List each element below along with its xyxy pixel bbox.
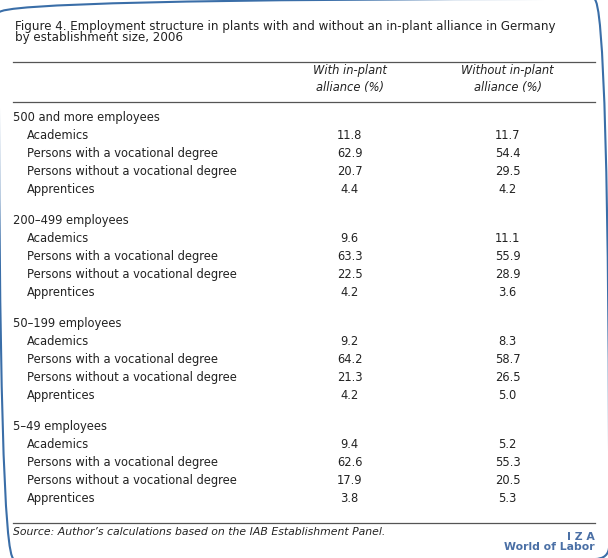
Text: 26.5: 26.5 — [495, 371, 520, 384]
Text: 9.2: 9.2 — [340, 335, 359, 348]
Text: Persons with a vocational degree: Persons with a vocational degree — [27, 456, 218, 469]
Text: With in-plant
alliance (%): With in-plant alliance (%) — [313, 64, 387, 94]
Text: Academics: Academics — [27, 129, 89, 142]
Text: Apprentices: Apprentices — [27, 492, 95, 505]
Text: 62.6: 62.6 — [337, 456, 362, 469]
Text: I Z A: I Z A — [567, 532, 595, 542]
Text: 20.7: 20.7 — [337, 165, 362, 178]
Text: 63.3: 63.3 — [337, 250, 362, 263]
Text: 22.5: 22.5 — [337, 268, 362, 281]
Text: 5–49 employees: 5–49 employees — [13, 420, 108, 432]
Text: 58.7: 58.7 — [495, 353, 520, 366]
Text: 20.5: 20.5 — [495, 474, 520, 487]
Text: 4.2: 4.2 — [340, 389, 359, 402]
Text: Academics: Academics — [27, 438, 89, 451]
Text: Apprentices: Apprentices — [27, 286, 95, 299]
Text: 11.8: 11.8 — [337, 129, 362, 142]
Text: 4.2: 4.2 — [340, 286, 359, 299]
Text: World of Labor: World of Labor — [504, 542, 595, 552]
Text: 62.9: 62.9 — [337, 147, 362, 160]
Text: 64.2: 64.2 — [337, 353, 362, 366]
Text: Apprentices: Apprentices — [27, 184, 95, 196]
Text: Source: Author’s calculations based on the IAB Establishment Panel.: Source: Author’s calculations based on t… — [13, 527, 385, 537]
Text: 11.1: 11.1 — [495, 232, 520, 245]
Text: Persons without a vocational degree: Persons without a vocational degree — [27, 371, 237, 384]
Text: Persons without a vocational degree: Persons without a vocational degree — [27, 474, 237, 487]
Text: Without in-plant
alliance (%): Without in-plant alliance (%) — [461, 64, 554, 94]
Text: 3.6: 3.6 — [499, 286, 517, 299]
Text: 8.3: 8.3 — [499, 335, 517, 348]
Text: by establishment size, 2006: by establishment size, 2006 — [15, 31, 183, 44]
Text: Persons with a vocational degree: Persons with a vocational degree — [27, 250, 218, 263]
Text: Persons with a vocational degree: Persons with a vocational degree — [27, 353, 218, 366]
Text: 11.7: 11.7 — [495, 129, 520, 142]
Text: 55.9: 55.9 — [495, 250, 520, 263]
Text: Persons without a vocational degree: Persons without a vocational degree — [27, 165, 237, 178]
Text: 55.3: 55.3 — [495, 456, 520, 469]
Text: 9.6: 9.6 — [340, 232, 359, 245]
Text: 5.2: 5.2 — [499, 438, 517, 451]
Text: Apprentices: Apprentices — [27, 389, 95, 402]
Text: 3.8: 3.8 — [340, 492, 359, 505]
Text: Figure 4. Employment structure in plants with and without an in-plant alliance i: Figure 4. Employment structure in plants… — [15, 20, 556, 32]
Text: 5.3: 5.3 — [499, 492, 517, 505]
Text: Academics: Academics — [27, 232, 89, 245]
Text: 21.3: 21.3 — [337, 371, 362, 384]
Text: Academics: Academics — [27, 335, 89, 348]
Text: 29.5: 29.5 — [495, 165, 520, 178]
Text: Persons without a vocational degree: Persons without a vocational degree — [27, 268, 237, 281]
Text: Persons with a vocational degree: Persons with a vocational degree — [27, 147, 218, 160]
Text: 50–199 employees: 50–199 employees — [13, 317, 122, 330]
Text: 17.9: 17.9 — [337, 474, 362, 487]
Text: 54.4: 54.4 — [495, 147, 520, 160]
Text: 500 and more employees: 500 and more employees — [13, 111, 161, 124]
Text: 4.4: 4.4 — [340, 184, 359, 196]
Text: 4.2: 4.2 — [499, 184, 517, 196]
Text: 200–499 employees: 200–499 employees — [13, 214, 129, 227]
Text: 5.0: 5.0 — [499, 389, 517, 402]
Text: 28.9: 28.9 — [495, 268, 520, 281]
Text: 9.4: 9.4 — [340, 438, 359, 451]
